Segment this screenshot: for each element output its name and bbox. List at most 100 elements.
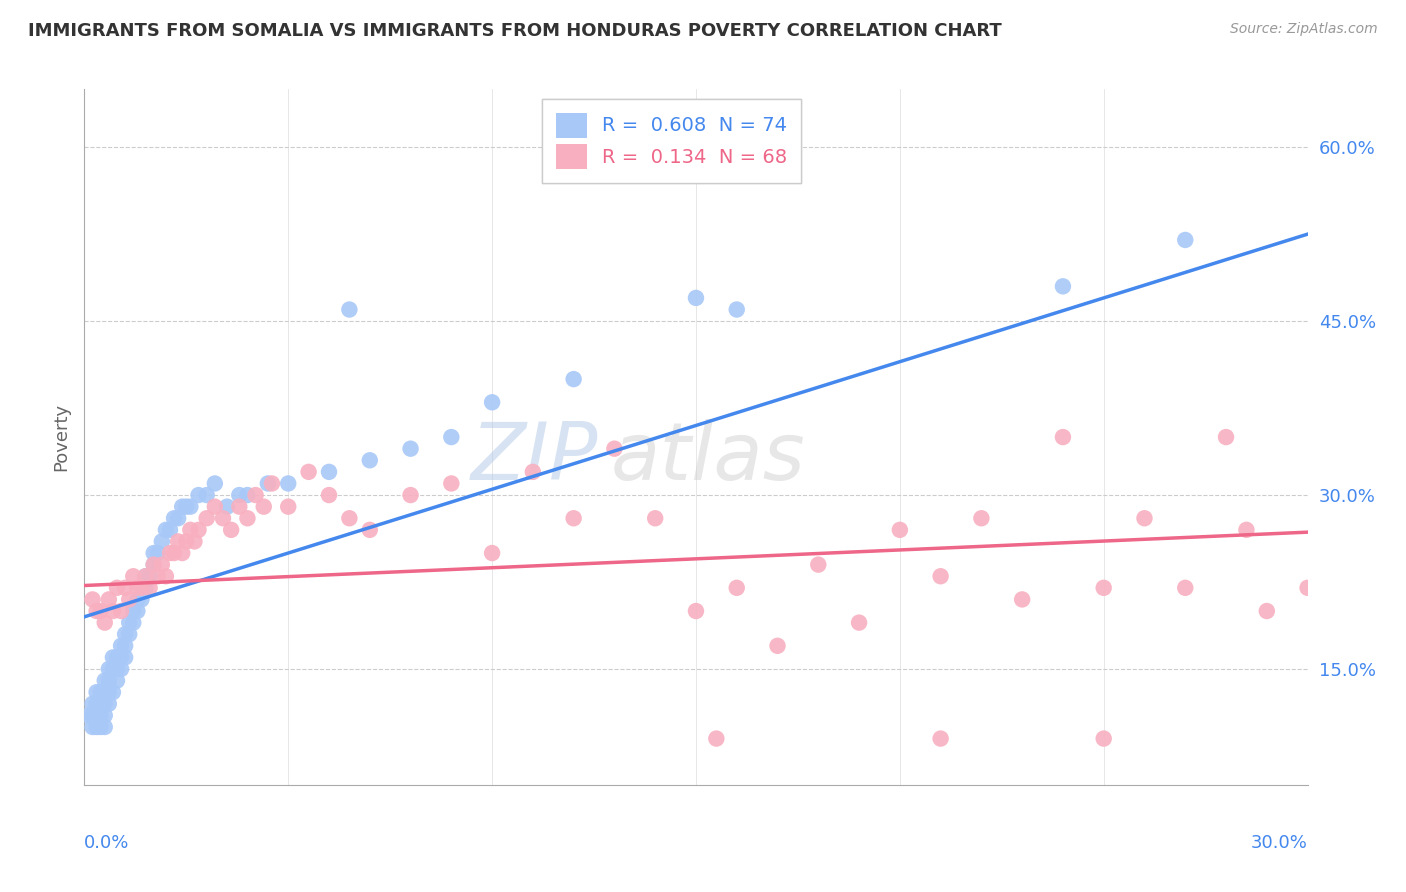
Point: [131, 592, 153, 607]
Point: [179, 500, 201, 514]
Point: [110, 650, 132, 665]
Point: [217, 500, 239, 514]
Point: [1052, 430, 1074, 444]
Point: [359, 453, 381, 467]
Point: [603, 442, 626, 456]
Point: [82, 708, 104, 723]
Point: [105, 662, 128, 676]
Point: [122, 615, 145, 630]
Point: [1011, 592, 1033, 607]
Point: [1174, 233, 1197, 247]
Point: [105, 581, 128, 595]
Point: [114, 581, 136, 595]
Point: [889, 523, 911, 537]
Point: [97, 662, 120, 676]
Point: [118, 627, 141, 641]
Point: [562, 372, 585, 386]
Point: [359, 523, 381, 537]
Point: [163, 546, 186, 560]
Point: [970, 511, 993, 525]
Point: [150, 558, 173, 572]
Point: [204, 500, 226, 514]
Point: [135, 569, 157, 583]
Point: [685, 291, 707, 305]
Point: [195, 511, 218, 525]
Point: [644, 511, 666, 525]
Point: [118, 592, 141, 607]
Point: [86, 604, 108, 618]
Point: [101, 650, 124, 665]
Point: [155, 523, 177, 537]
Point: [97, 697, 120, 711]
Point: [93, 720, 115, 734]
Point: [105, 650, 128, 665]
Point: [167, 534, 190, 549]
Point: [146, 569, 169, 583]
Text: 30.0%: 30.0%: [1251, 834, 1308, 852]
Point: [101, 604, 124, 618]
Point: [807, 558, 830, 572]
Point: [90, 720, 112, 734]
Point: [97, 592, 120, 607]
Point: [1092, 581, 1115, 595]
Point: [90, 604, 112, 618]
Point: [131, 581, 153, 595]
Point: [339, 302, 361, 317]
Point: [1174, 581, 1197, 595]
Point: [122, 569, 145, 583]
Point: [245, 488, 267, 502]
Point: [766, 639, 789, 653]
Point: [236, 511, 259, 525]
Point: [187, 488, 209, 502]
Point: [127, 592, 149, 607]
Point: [399, 442, 422, 456]
Point: [481, 546, 503, 560]
Point: [110, 639, 132, 653]
Point: [82, 592, 104, 607]
Point: [163, 511, 186, 525]
Point: [114, 639, 136, 653]
Point: [228, 488, 250, 502]
Text: Source: ZipAtlas.com: Source: ZipAtlas.com: [1230, 22, 1378, 37]
Text: ZIP: ZIP: [471, 419, 598, 497]
Point: [440, 476, 463, 491]
Point: [122, 604, 145, 618]
Point: [101, 662, 124, 676]
Point: [86, 720, 108, 734]
Point: [929, 731, 952, 746]
Point: [159, 546, 181, 560]
Point: [187, 523, 209, 537]
Point: [101, 685, 124, 699]
Point: [440, 430, 463, 444]
Point: [86, 708, 108, 723]
Point: [118, 615, 141, 630]
Point: [1296, 581, 1319, 595]
Point: [77, 708, 100, 723]
Point: [399, 488, 422, 502]
Point: [1092, 731, 1115, 746]
Point: [142, 558, 165, 572]
Y-axis label: Poverty: Poverty: [52, 403, 70, 471]
Point: [138, 569, 160, 583]
Point: [706, 731, 728, 746]
Point: [90, 697, 112, 711]
Point: [179, 523, 201, 537]
Point: [86, 685, 108, 699]
Point: [159, 523, 181, 537]
Point: [1052, 279, 1074, 293]
Point: [93, 697, 115, 711]
Text: IMMIGRANTS FROM SOMALIA VS IMMIGRANTS FROM HONDURAS POVERTY CORRELATION CHART: IMMIGRANTS FROM SOMALIA VS IMMIGRANTS FR…: [28, 22, 1002, 40]
Point: [142, 558, 165, 572]
Point: [172, 546, 194, 560]
Point: [1215, 430, 1237, 444]
Point: [253, 500, 276, 514]
Point: [1236, 523, 1258, 537]
Point: [138, 581, 160, 595]
Point: [90, 708, 112, 723]
Point: [481, 395, 503, 409]
Text: 0.0%: 0.0%: [84, 834, 129, 852]
Point: [685, 604, 707, 618]
Point: [146, 546, 169, 560]
Point: [127, 581, 149, 595]
Point: [212, 511, 235, 525]
